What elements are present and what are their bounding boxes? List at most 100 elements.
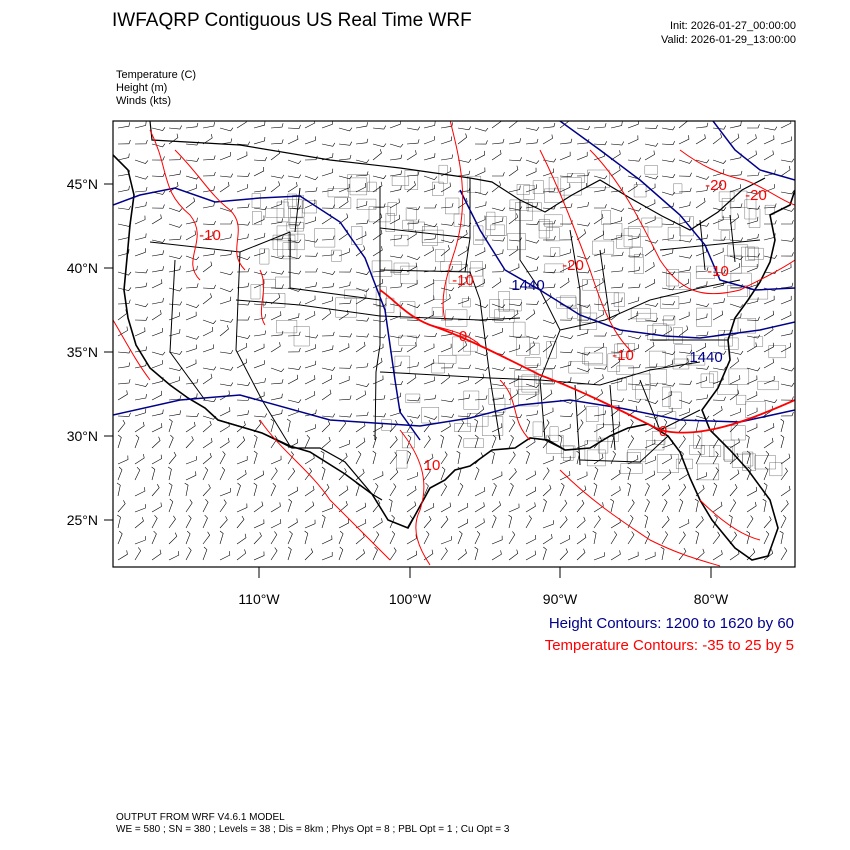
wind-barb	[270, 418, 275, 433]
wind-barb	[593, 342, 605, 353]
wind-barb	[678, 519, 690, 529]
wind-barb	[627, 435, 634, 449]
wind-barb	[491, 471, 503, 481]
wind-barb	[457, 277, 468, 289]
wind-barb	[389, 234, 403, 241]
wind-barb	[219, 250, 233, 257]
temperature-label: -20	[745, 187, 767, 204]
wind-barb	[134, 327, 146, 337]
wind-barb	[712, 133, 723, 145]
wind-barb	[423, 467, 431, 481]
county-cell	[582, 279, 600, 291]
wind-barb	[219, 390, 230, 401]
wind-barb	[389, 468, 399, 481]
wind-barb	[406, 219, 420, 225]
wind-barb	[763, 549, 774, 561]
county-cell	[532, 180, 544, 194]
wind-barb	[253, 215, 265, 225]
county-cell	[662, 386, 671, 407]
wind-barb	[134, 215, 146, 225]
county-cell	[404, 170, 418, 190]
temperature-label: 10	[424, 457, 441, 474]
wind-barb	[712, 531, 721, 545]
county-cell	[314, 228, 336, 248]
wind-barb	[270, 200, 282, 209]
wind-barb	[508, 185, 521, 193]
wind-barb	[168, 551, 180, 561]
wind-barb	[287, 124, 301, 129]
wind-barb	[780, 329, 793, 337]
county-cell	[462, 298, 471, 308]
county-cell	[546, 341, 557, 359]
county-cell	[634, 254, 644, 274]
county-cell	[568, 361, 589, 374]
wind-barb	[202, 531, 211, 545]
wind-barb	[151, 466, 156, 481]
wind-barb	[576, 548, 586, 561]
county-cell	[438, 165, 448, 184]
wind-barb	[253, 532, 262, 545]
county-cell	[289, 217, 305, 229]
county-cell	[627, 449, 646, 463]
county-cell	[550, 247, 561, 257]
wind-barb	[321, 142, 336, 147]
wind-barb	[202, 373, 213, 385]
county-cell	[745, 401, 766, 418]
wind-barb	[423, 549, 434, 561]
wind-barb	[644, 239, 659, 244]
wind-barb	[423, 515, 432, 529]
wind-barb	[253, 360, 265, 369]
wind-barb	[168, 515, 176, 529]
county-cell	[718, 330, 733, 347]
wind-barb	[389, 436, 398, 449]
wind-barb	[168, 498, 174, 513]
wind-barb	[661, 140, 675, 146]
wind-barb	[202, 326, 214, 337]
wind-barb	[253, 121, 266, 129]
wind-barb	[457, 419, 465, 433]
county-cell	[635, 385, 650, 400]
field-height: Height (m)	[116, 82, 168, 94]
state-boundaries	[149, 178, 761, 466]
wind-barb	[729, 350, 744, 355]
wind-barb	[729, 263, 741, 273]
wind-barb	[440, 245, 450, 257]
wind-barb	[456, 450, 461, 465]
wind-barb	[559, 482, 565, 497]
wind-barb	[134, 394, 147, 401]
wind-barb	[746, 515, 754, 529]
wind-barb	[389, 483, 397, 497]
wind-barb	[576, 201, 589, 209]
wind-barb	[508, 285, 523, 290]
wind-barb	[508, 419, 516, 433]
county-cell	[632, 373, 651, 390]
wind-barb	[712, 281, 725, 289]
wind-barb	[763, 254, 778, 259]
wind-barb	[423, 246, 434, 257]
wind-barb	[594, 204, 607, 209]
wind-barb	[780, 311, 792, 321]
wind-barb	[491, 277, 502, 289]
wind-barb	[423, 332, 437, 338]
wind-barb	[525, 486, 537, 497]
wind-barb	[134, 269, 148, 274]
wind-barb	[746, 205, 761, 210]
wind-barb	[474, 191, 489, 196]
wind-barb	[627, 363, 641, 369]
county-cell	[567, 173, 585, 183]
wind-barb	[729, 213, 740, 225]
wind-barb	[338, 175, 353, 180]
wind-barb	[304, 121, 316, 129]
wind-barb	[712, 350, 727, 355]
county-cell	[730, 425, 746, 441]
wind-barb	[610, 486, 621, 497]
wind-barb	[389, 380, 403, 386]
county-cell	[696, 307, 712, 327]
wind-barb	[474, 466, 480, 481]
county-cell	[463, 438, 484, 448]
wind-barb	[338, 413, 352, 418]
wind-barb	[287, 451, 294, 465]
wind-barb	[202, 484, 211, 497]
county-cell	[754, 455, 776, 470]
wind-barb	[117, 349, 131, 354]
